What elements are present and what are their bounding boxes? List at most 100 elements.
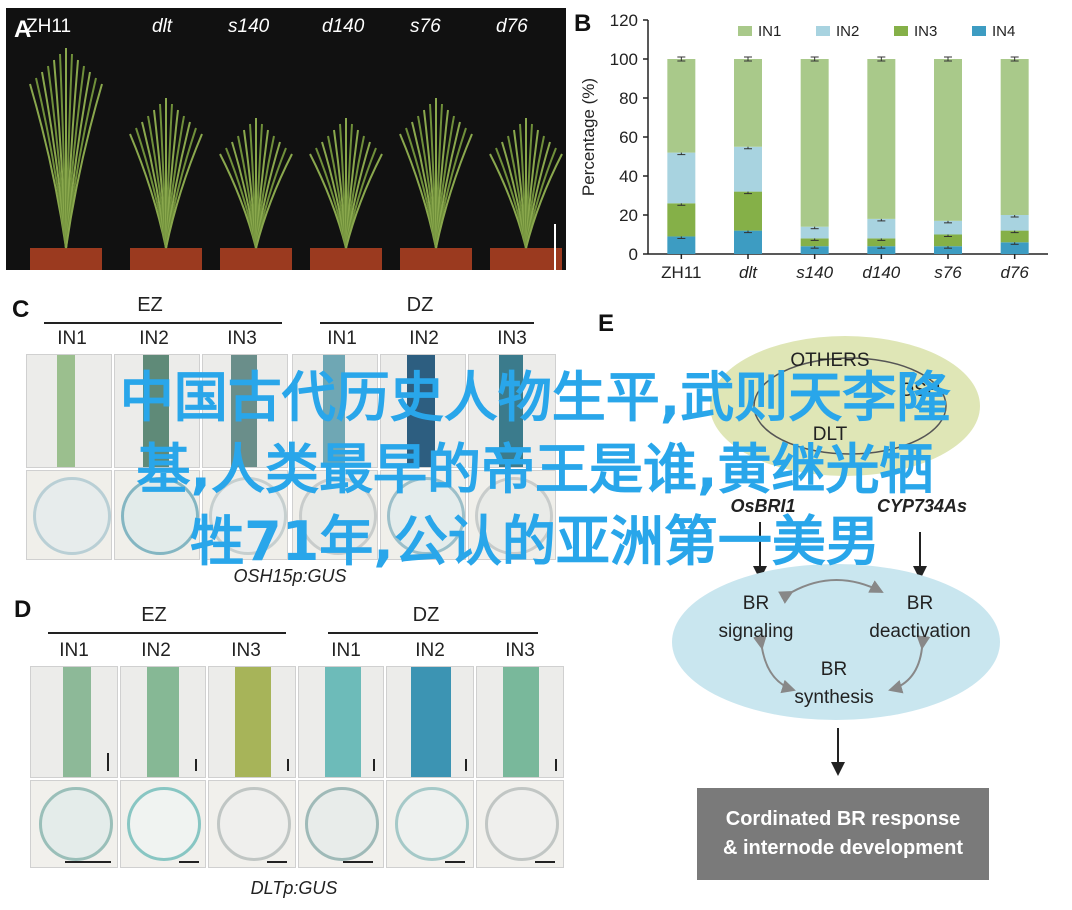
bar-IN2-dlt xyxy=(734,146,762,192)
result-line-1: Cordinated BR response xyxy=(725,808,961,830)
panel-c-tile-dz-in2 xyxy=(380,354,466,468)
panel-d-section-dz-in1 xyxy=(298,780,384,868)
bar-IN3-dlt xyxy=(734,191,762,231)
panel-c-section-ez-in1 xyxy=(26,470,112,560)
cyp734as-label: CYP734As xyxy=(876,496,968,516)
dlt-label: DLT xyxy=(812,424,848,445)
bar-IN1-d140 xyxy=(867,59,896,219)
panel-d-tile-ez-in1 xyxy=(30,666,118,778)
br-cycle-arrows xyxy=(753,579,931,694)
legend-label-IN2: IN2 xyxy=(836,23,859,40)
x-tick-label-ZH11: ZH11 xyxy=(661,263,701,282)
bar-IN4-ZH11 xyxy=(667,236,696,254)
pot-2 xyxy=(220,248,292,270)
x-tick-label-s76: s76 xyxy=(934,263,962,282)
br-signaling-label: BR signaling xyxy=(718,593,794,642)
regulator-loop-arrows xyxy=(753,357,947,455)
bar-IN2-s140 xyxy=(800,226,829,239)
panel-c-group-ez: EZ xyxy=(137,294,163,316)
osbri1-label: OsBRI1 xyxy=(730,496,796,516)
legend-label-IN4: IN4 xyxy=(992,23,1015,40)
y-tick-label-3: 60 xyxy=(619,128,638,147)
panel-d-tile-ez-in2 xyxy=(120,666,206,778)
panel-d-section-ez-in1 xyxy=(30,780,118,868)
panel-c-section-dz-in3 xyxy=(468,470,556,560)
leaf-4-12 xyxy=(435,133,473,249)
panel-d-lane-2: IN2 xyxy=(141,640,171,661)
pot-3 xyxy=(310,248,382,270)
bar-IN1-s140 xyxy=(800,59,829,227)
x-tick-label-s140: s140 xyxy=(796,263,833,282)
bar-IN4-s76 xyxy=(934,246,962,254)
panel-c-lane-3: IN3 xyxy=(227,328,257,349)
result-box: Cordinated BR response & internode devel… xyxy=(697,788,989,880)
panel-c-group-dz: DZ xyxy=(406,294,434,316)
panel-c-lane-1: IN1 xyxy=(57,328,87,349)
br-synthesis-label: BR synthesis xyxy=(794,659,874,708)
y-tick-label-5: 100 xyxy=(610,50,638,69)
panel-c-section-dz-in2 xyxy=(380,470,466,560)
y-tick-label-4: 80 xyxy=(619,89,638,108)
panel-d-letter: D xyxy=(14,596,32,623)
plant-photo: ZH11 dlt s140 d140 s76 d76 xyxy=(6,8,566,270)
panel-c-lane-6: IN3 xyxy=(497,328,527,349)
panel-c-tile-dz-in3 xyxy=(468,354,556,468)
panel-c-tile-ez-in2 xyxy=(114,354,200,468)
bar-IN3-d140 xyxy=(867,238,896,247)
plant-label-d140: d140 xyxy=(322,16,365,37)
pot-5 xyxy=(490,248,562,270)
pathway-arrows xyxy=(753,522,927,776)
panel-c-tile-ez-in1 xyxy=(26,354,112,468)
panel-d-group-dz-line xyxy=(328,632,538,634)
panel-d-tile-dz-in1 xyxy=(298,666,384,778)
y-axis-label: Percentage (%) xyxy=(579,78,598,196)
photo-scale-bar xyxy=(554,224,556,270)
y-tick-label-1: 20 xyxy=(619,206,638,225)
bar-IN3-d76 xyxy=(1000,230,1029,243)
legend-swatch-IN4 xyxy=(972,26,986,36)
y-tick-label-0: 0 xyxy=(629,245,638,264)
legend-swatch-IN3 xyxy=(894,26,908,36)
panel-c-section-ez-in3 xyxy=(202,470,288,560)
bar-IN4-d140 xyxy=(867,246,896,254)
overlay-line-3: 牲71年,公认的亚洲第一美男 xyxy=(190,510,880,573)
others-label: OTHERS xyxy=(790,350,870,371)
leaf-2-12 xyxy=(255,153,293,249)
panel-c-tile-ez-in3 xyxy=(202,354,288,468)
panel-d-tile-dz-in2 xyxy=(386,666,474,778)
panel-d-section-dz-in2 xyxy=(386,780,474,868)
panel-d-lane-6: IN3 xyxy=(505,640,535,661)
pot-0 xyxy=(30,248,102,270)
panel-d-group-dz: DZ xyxy=(412,604,440,626)
bar-IN4-s140 xyxy=(800,246,829,254)
x-tick-label-d76: d76 xyxy=(1000,263,1029,282)
osh-label: OSH xyxy=(899,380,941,401)
panel-c-lane-2: IN2 xyxy=(139,328,169,349)
plant-illustration xyxy=(29,48,563,270)
plant-label-s76: s76 xyxy=(410,16,441,37)
bar-IN3-s76 xyxy=(934,234,962,247)
legend-swatch-IN1 xyxy=(738,26,752,36)
y-tick-label-6: 120 xyxy=(610,11,638,30)
regulators-ellipse xyxy=(710,336,980,476)
panel-c-section-dz-in1 xyxy=(292,470,378,560)
panel-d-lane-3: IN3 xyxy=(231,640,261,661)
bar-IN2-s76 xyxy=(934,220,962,235)
panel-c-group-ez-line xyxy=(44,322,282,324)
bar-IN2-d140 xyxy=(867,218,896,239)
panel-d-group-ez-line xyxy=(48,632,286,634)
leaf-1-12 xyxy=(165,133,203,249)
pot-4 xyxy=(400,248,472,270)
panel-c-tile-dz-in1 xyxy=(292,354,378,468)
leaf-0-12 xyxy=(65,83,103,249)
x-tick-label-dlt: dlt xyxy=(739,263,758,282)
panel-d-lane-1: IN1 xyxy=(59,640,89,661)
plant-label-zh11: ZH11 xyxy=(26,16,72,37)
legend-label-IN3: IN3 xyxy=(914,23,937,40)
x-tick-label-d140: d140 xyxy=(862,263,900,282)
panel-c-lane-5: IN2 xyxy=(409,328,439,349)
stacked-bar-chart: 0 20 40 60 80 100 120 Percentage (%) ZH11 dlt s140… xyxy=(579,11,1048,282)
panel-d-section-ez-in2 xyxy=(120,780,206,868)
overlay-text: 中国古代历史人物生平,武则天李隆 基,人类最早的帝王是谁,黄继光牺 牲71年,公… xyxy=(20,362,1050,578)
plant-label-dlt: dlt xyxy=(152,16,173,37)
